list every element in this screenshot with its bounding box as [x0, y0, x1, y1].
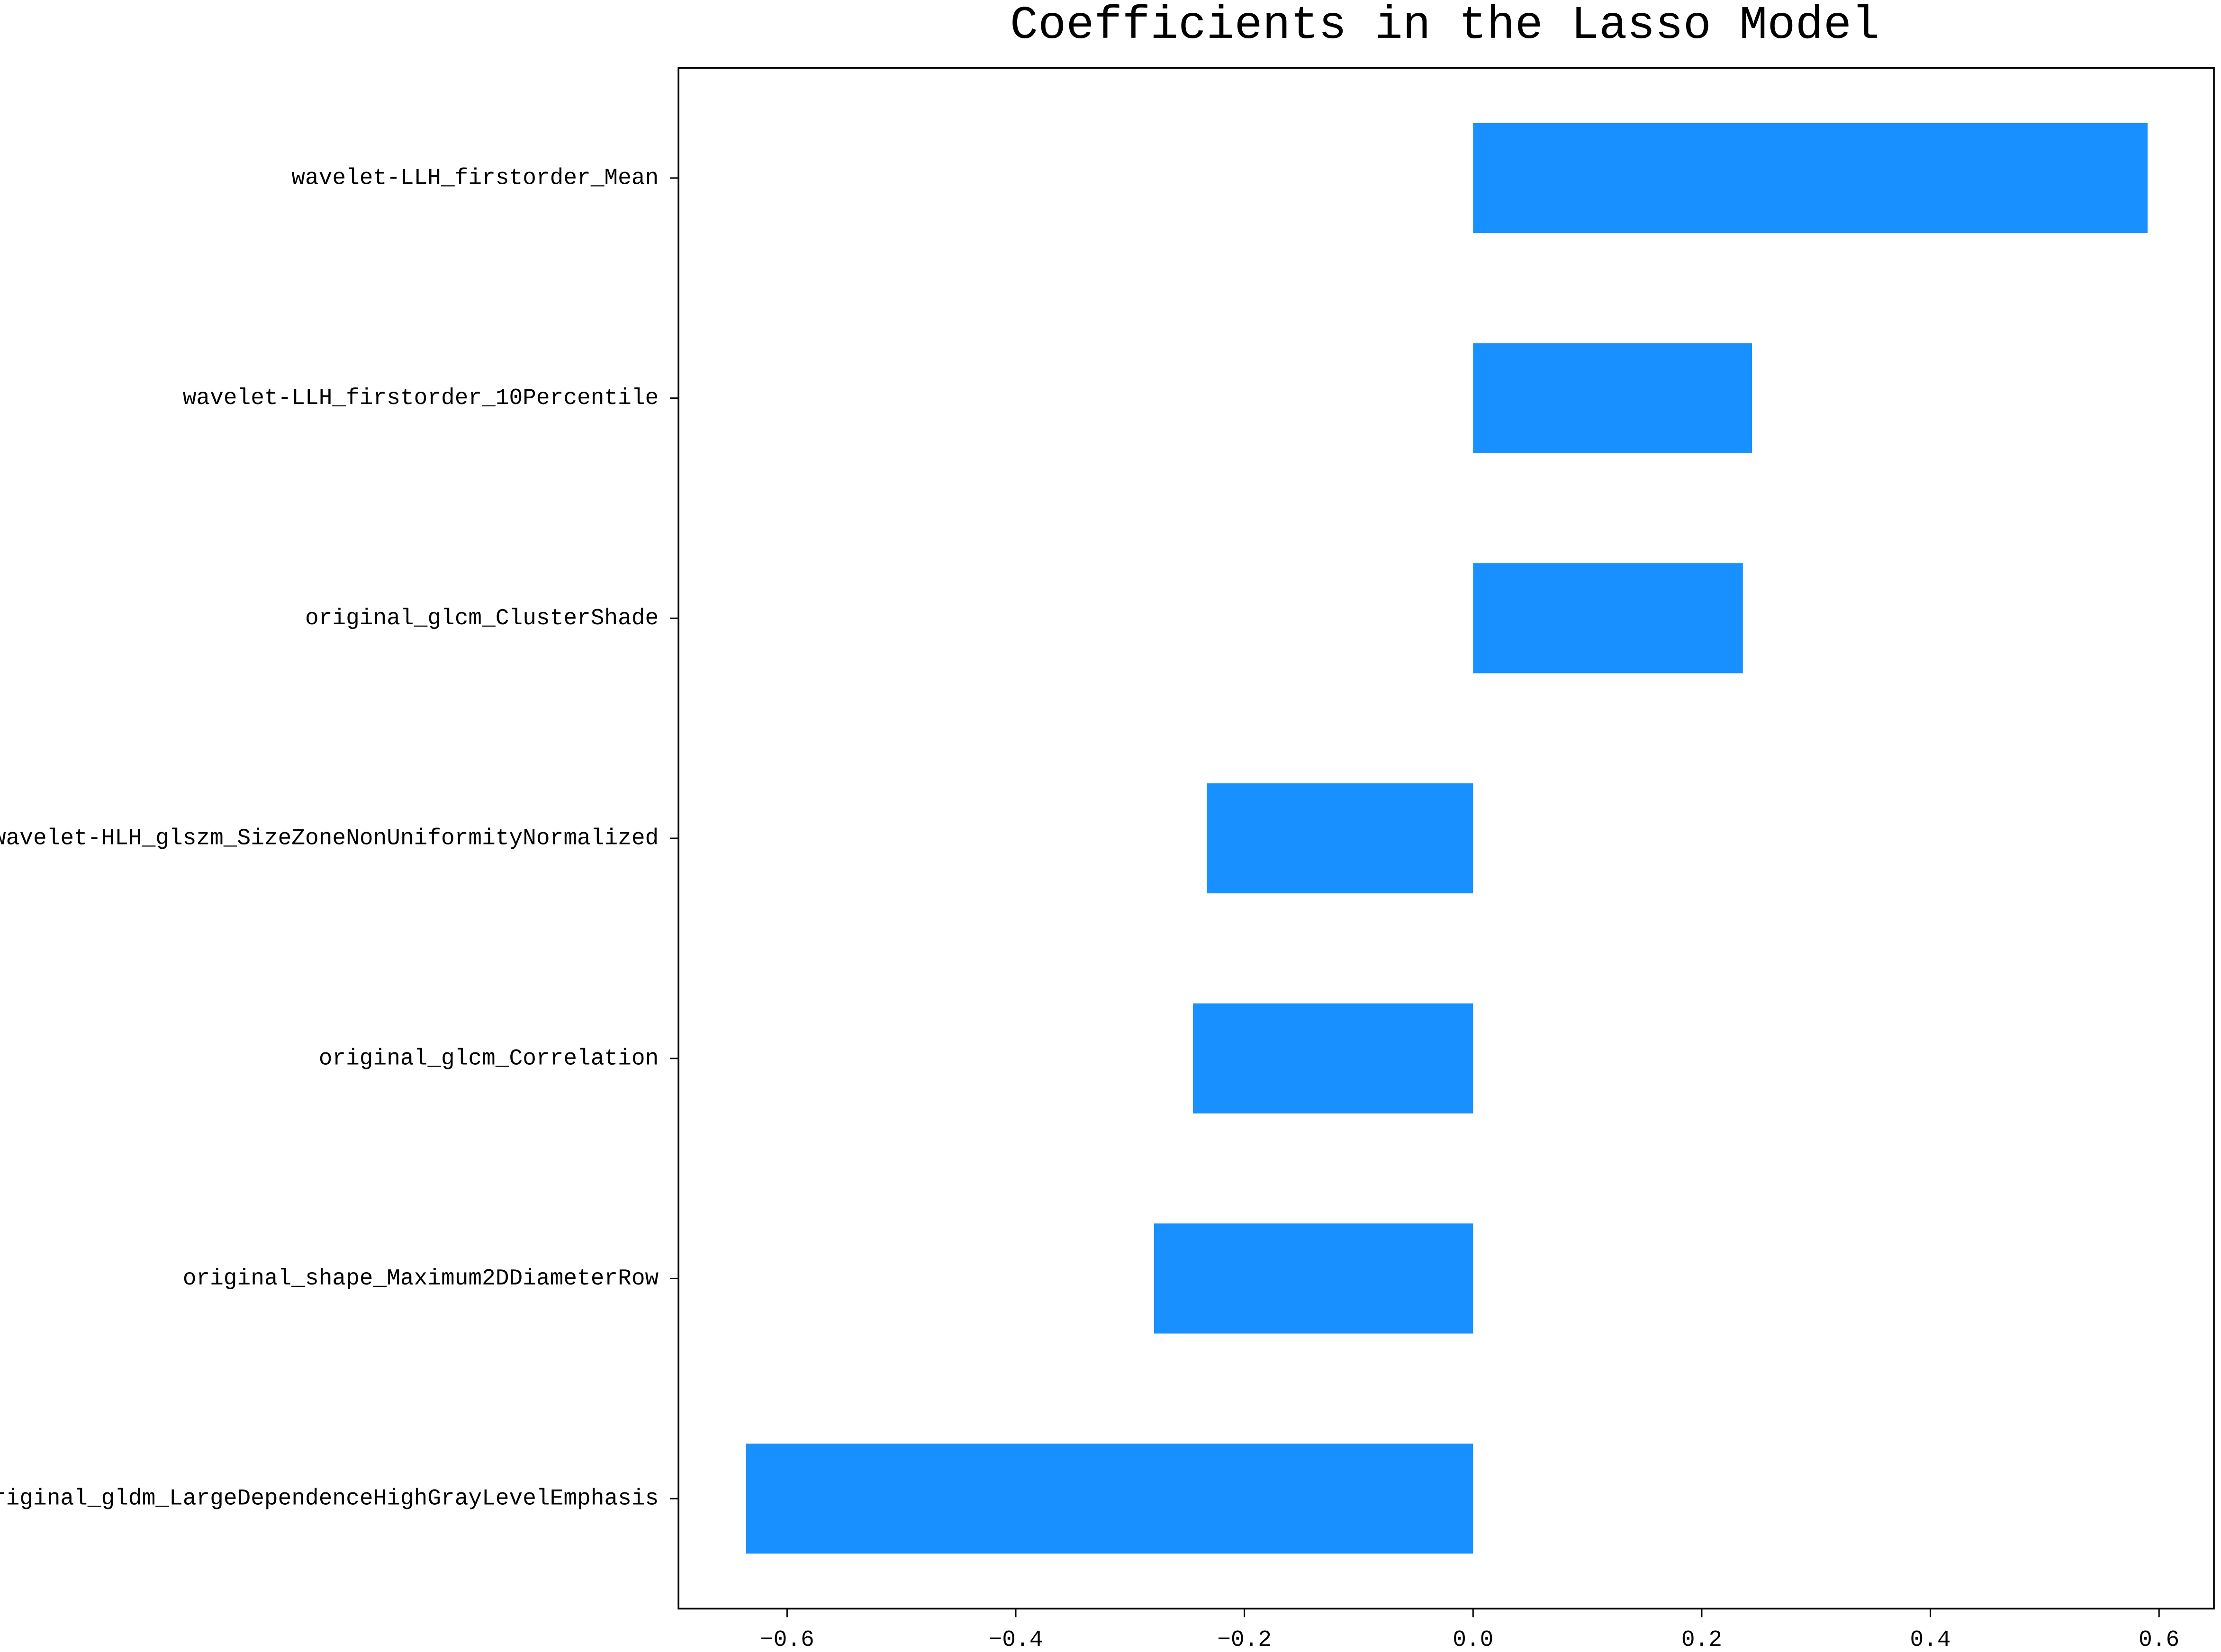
y-tick-label: wavelet-LLH_firstorder_Mean [291, 166, 659, 191]
x-tick-label: −0.2 [1217, 1627, 1272, 1652]
y-tick-label: original_glcm_ClusterShade [305, 606, 659, 631]
bar [1207, 783, 1473, 894]
bar [1473, 343, 1752, 453]
plot-frame [677, 67, 2215, 1610]
x-tick-label: 0.4 [1910, 1627, 1951, 1652]
bar [1473, 123, 2148, 233]
x-tick-label: 0.2 [1681, 1627, 1722, 1652]
y-tick-label: original_glcm_Correlation [319, 1046, 659, 1071]
bar [1154, 1223, 1473, 1334]
chart-title: Coefficients in the Lasso Model [1010, 0, 1879, 52]
bar [746, 1443, 1473, 1554]
y-tick-label: original_shape_Maximum2DDiameterRow [183, 1266, 659, 1292]
x-tick-label: 0.6 [2139, 1627, 2179, 1652]
bar [1473, 563, 1743, 673]
x-tick-label: −0.6 [760, 1627, 814, 1652]
bar [1193, 1003, 1473, 1113]
x-tick-label: 0.0 [1453, 1627, 1493, 1652]
x-tick-label: −0.4 [989, 1627, 1043, 1652]
y-tick-label: wavelet-LLH_firstorder_10Percentile [183, 386, 659, 411]
y-tick-label: original_gldm_LargeDependenceHighGrayLev… [0, 1486, 659, 1512]
y-tick-label: wavelet-HLH_glszm_SizeZoneNonUniformityN… [0, 826, 659, 852]
